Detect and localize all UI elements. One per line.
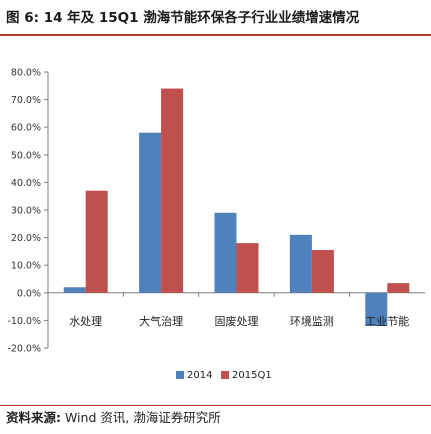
bar-2015Q1-工业节能: [387, 283, 410, 293]
category-label: 工业节能: [365, 314, 409, 328]
bar-2014-环境监测: [289, 234, 312, 293]
category-label: 环境监测: [290, 314, 334, 328]
source-note: 资料来源: Wind 资讯, 渤海证券研究所: [6, 408, 221, 428]
category-labels: 水处理 大气治理 固废处理 环境监测 工业节能: [69, 292, 409, 328]
y-tick-label: 20.0%: [11, 233, 41, 244]
source-label: 资料来源:: [6, 410, 61, 425]
y-tick-label: -10.0%: [7, 316, 41, 327]
legend-swatch-2014: [176, 371, 184, 379]
y-tick-label: 40.0%: [11, 178, 41, 189]
bar-2014-大气治理: [139, 132, 162, 293]
bar-2014-工业节能: [365, 292, 388, 326]
bar-2014-固废处理: [214, 212, 237, 293]
y-tick-label: 30.0%: [11, 206, 41, 217]
legend: 2014 2015Q1: [176, 370, 272, 381]
bar-2015Q1-水处理: [85, 190, 108, 293]
source-divider: [0, 405, 431, 406]
bar-2014-水处理: [63, 287, 86, 293]
bar-chart: 80.0% 70.0% 60.0% 50.0% 40.0% 30.0% 20.0% 10.0%…: [7, 68, 425, 381]
bars: [63, 88, 410, 326]
y-tick-label: 10.0%: [11, 261, 41, 272]
category-label: 大气治理: [139, 314, 183, 328]
category-label: 水处理: [69, 315, 102, 328]
title-divider: [0, 34, 431, 36]
bar-2015Q1-大气治理: [161, 88, 184, 293]
source-text: Wind 资讯, 渤海证券研究所: [61, 410, 221, 425]
y-tick-label: 50.0%: [11, 150, 41, 161]
y-tick-label: 80.0%: [11, 68, 41, 79]
category-label: 固废处理: [215, 314, 259, 328]
y-tick-label: 70.0%: [11, 95, 41, 106]
legend-label: 2015Q1: [232, 370, 272, 381]
y-axis: 80.0% 70.0% 60.0% 50.0% 40.0% 30.0% 20.0% 10.0%…: [7, 68, 425, 355]
legend-label: 2014: [187, 370, 212, 381]
bar-2015Q1-固废处理: [236, 243, 259, 293]
figure-title: 图 6: 14 年及 15Q1 渤海节能环保各子行业业绩增速情况: [6, 10, 360, 26]
bar-2015Q1-环境监测: [311, 250, 334, 293]
y-tick-label: 0.0%: [17, 288, 41, 299]
y-tick-label: -20.0%: [7, 344, 41, 355]
y-tick-label: 60.0%: [11, 123, 41, 134]
legend-swatch-2015Q1: [221, 371, 229, 379]
